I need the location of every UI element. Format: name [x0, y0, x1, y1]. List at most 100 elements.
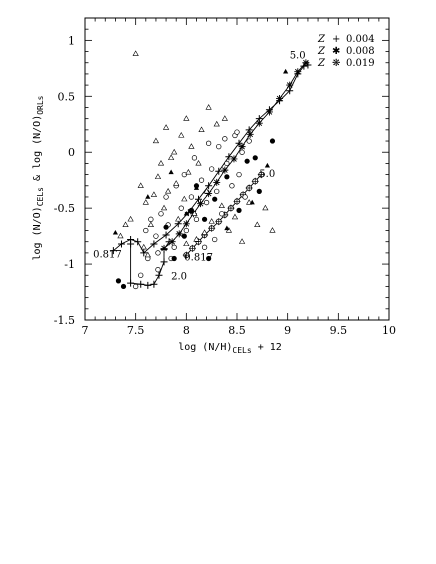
open-circle-point — [212, 236, 218, 243]
plus-marker — [160, 258, 168, 266]
open-circle-point — [148, 216, 154, 222]
open-circle-point — [133, 283, 139, 290]
filled-triangle-point — [193, 185, 200, 190]
plus-marker — [127, 279, 135, 287]
series-line-flower — [182, 171, 265, 259]
plus-marker — [117, 240, 125, 248]
open-triangle-point — [183, 115, 190, 121]
filled-circle-point — [224, 174, 230, 180]
open-triangle-point — [157, 159, 165, 166]
open-triangle-point — [195, 159, 202, 166]
star-marker — [255, 119, 263, 127]
plus-marker — [205, 182, 213, 190]
series-line-plus — [109, 61, 312, 257]
series-filled-circle — [115, 138, 276, 290]
plus-marker — [134, 238, 142, 246]
filled-circle-point — [163, 224, 169, 230]
filled-circle-point — [120, 283, 127, 290]
filled-circle-point — [115, 278, 122, 284]
open-circle-point — [181, 171, 187, 178]
open-triangle-point — [208, 218, 215, 224]
plus-marker — [235, 139, 243, 147]
open-triangle-point — [140, 243, 147, 250]
filled-circle-point — [206, 255, 212, 262]
open-triangle-point — [142, 199, 149, 205]
flower-marker — [233, 197, 241, 205]
y-tick-label: 0 — [68, 146, 75, 159]
y-tick-label: -1.5 — [54, 314, 75, 327]
open-circle-point — [222, 136, 228, 142]
open-triangle-point — [213, 120, 220, 127]
open-circle-point — [143, 227, 149, 234]
open-circle-point — [178, 205, 184, 211]
open-circle-point — [201, 244, 208, 250]
open-triangle-point — [183, 240, 190, 247]
open-triangle-point — [262, 204, 269, 211]
annotation-label: 2.0 — [171, 272, 187, 283]
y-axis-label: log (N/O)CELs & log (N/O)ORLs — [32, 95, 45, 260]
axis-ticks — [84, 17, 390, 321]
open-circle-point — [236, 171, 242, 178]
open-circle-point — [219, 211, 225, 217]
open-circle-point — [209, 166, 215, 172]
open-triangle-point — [221, 115, 228, 121]
open-circle-point — [191, 155, 198, 161]
series-filled-triangle — [112, 68, 289, 235]
open-triangle-point — [150, 191, 158, 197]
x-tick-label: 9.5 — [330, 324, 348, 337]
filled-circle-point — [212, 196, 218, 202]
series-open-circle — [133, 129, 252, 290]
open-triangle-point — [218, 202, 225, 209]
legend-entry: Z + 0.004 — [317, 34, 375, 45]
open-triangle-point — [132, 50, 139, 56]
open-triangle-point — [127, 215, 134, 222]
open-circle-point — [205, 140, 212, 146]
open-circle-point — [229, 183, 235, 189]
open-triangle-point — [162, 124, 170, 130]
star-marker — [213, 178, 221, 186]
plus-marker — [150, 240, 158, 248]
x-tick-label: 8 — [183, 324, 190, 337]
open-triangle-point — [193, 236, 200, 242]
plus-marker — [245, 126, 253, 134]
filled-circle-point — [244, 158, 250, 164]
svg-text:Z: Z — [317, 46, 326, 57]
plus-marker — [137, 280, 145, 288]
flower-marker — [188, 244, 196, 252]
open-circle-point — [188, 194, 195, 200]
open-triangle-point — [147, 221, 154, 228]
flower-marker — [245, 184, 253, 192]
open-triangle-point — [201, 229, 208, 235]
open-triangle-point — [168, 154, 175, 160]
legend-entry: Z ✱ 0.008 — [317, 46, 375, 57]
open-circle-point — [155, 267, 161, 273]
x-tick-label: 7 — [82, 324, 89, 337]
open-circle-point — [171, 244, 177, 250]
star-marker — [168, 238, 176, 246]
open-triangle-point — [160, 204, 168, 211]
open-triangle-point — [154, 173, 162, 179]
star-marker — [221, 166, 229, 174]
open-circle-point — [216, 143, 222, 150]
svg-text:Z: Z — [317, 58, 326, 69]
filled-circle-point — [269, 138, 276, 144]
flower-marker — [182, 251, 190, 259]
flower-marker — [194, 238, 202, 246]
plus-marker — [109, 247, 117, 255]
x-axis-label: log (N/H)CELs + 12 — [178, 342, 282, 355]
star-marker — [230, 155, 238, 163]
plus-marker — [140, 249, 148, 257]
filled-triangle-point — [224, 225, 230, 231]
svg-text:✱: ✱ — [332, 46, 340, 57]
series-line — [113, 64, 309, 254]
open-triangle-point — [171, 148, 178, 155]
open-circle-point — [155, 250, 161, 256]
flower-marker — [227, 204, 235, 212]
open-triangle-point — [254, 221, 261, 228]
annotation-label: 0.817 — [93, 249, 122, 260]
y-tick-label: -1 — [64, 258, 75, 271]
open-triangle-point — [152, 137, 160, 144]
star-marker — [197, 200, 205, 208]
y-tick-label: 1 — [68, 34, 75, 47]
open-triangle-point — [137, 182, 144, 188]
